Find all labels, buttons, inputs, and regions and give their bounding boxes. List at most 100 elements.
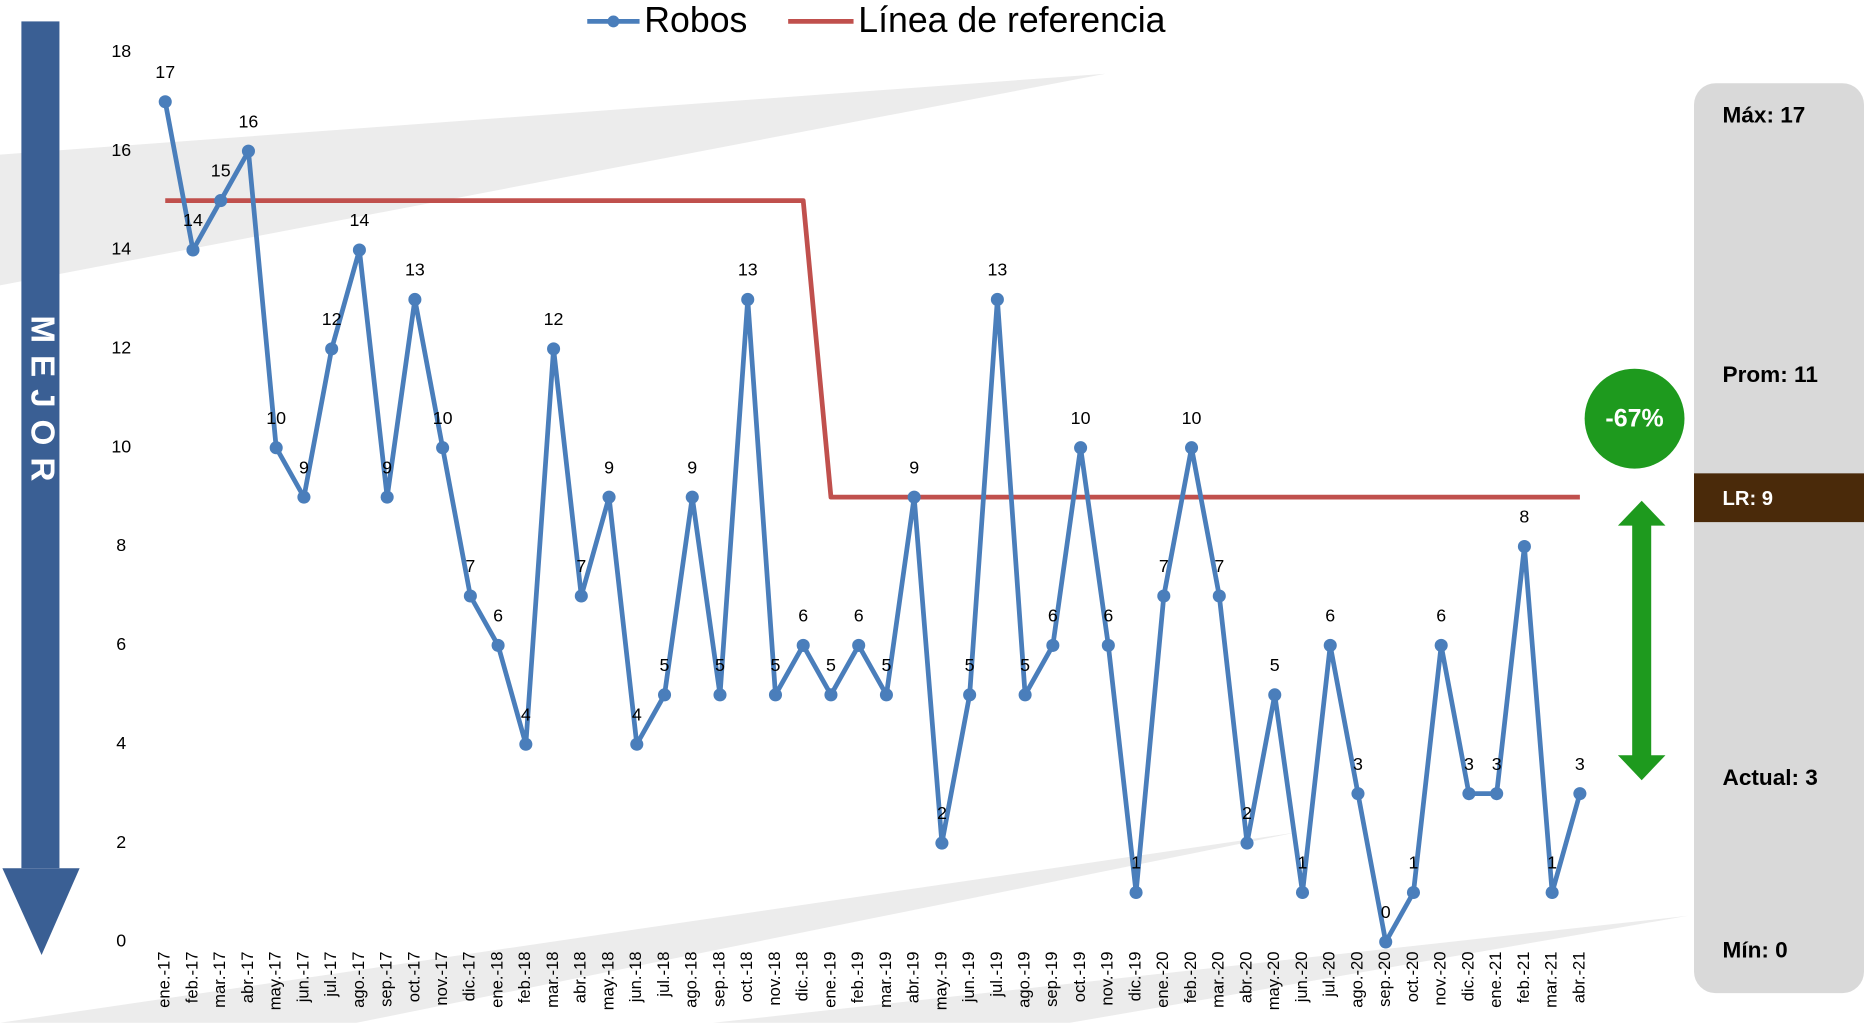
x-tick-label: jul.-20	[1320, 951, 1339, 997]
data-label: 3	[1464, 754, 1474, 774]
x-tick-label: abr.-21	[1569, 951, 1588, 1003]
data-point	[352, 243, 366, 257]
x-tick-label: ene.-20	[1153, 951, 1172, 1007]
y-tick-label: 8	[116, 535, 126, 555]
data-point	[491, 638, 505, 652]
x-tick-label: ago.-20	[1347, 951, 1366, 1007]
y-tick-label: 10	[111, 436, 131, 456]
data-point	[1129, 885, 1143, 900]
x-tick-label: may.-20	[1264, 951, 1283, 1010]
max-label: Máx: 17	[1723, 103, 1806, 128]
x-tick-label: oct.-17	[404, 951, 423, 1002]
x-tick-label: ago.-17	[349, 951, 368, 1007]
data-label: 5	[660, 655, 670, 675]
data-label: 5	[965, 655, 975, 675]
data-point	[907, 490, 921, 504]
x-tick-label: jul.-17	[321, 951, 340, 997]
data-label: 2	[1242, 803, 1252, 823]
x-tick-label: jun.-19	[959, 951, 978, 1003]
x-tick-label: nov.-20	[1431, 951, 1450, 1005]
data-label: 5	[771, 655, 781, 675]
data-point	[1018, 688, 1032, 702]
data-point	[1462, 787, 1476, 801]
data-point	[1434, 638, 1448, 652]
better-text: MEJOR	[24, 315, 61, 493]
data-point	[436, 441, 450, 455]
data-label: 17	[155, 62, 175, 82]
data-label: 5	[826, 655, 836, 675]
x-tick-label: abr.-17	[238, 951, 257, 1003]
data-label: 9	[604, 457, 614, 477]
data-label: 1	[1131, 853, 1141, 873]
x-tick-label: jun.-18	[626, 951, 645, 1003]
x-tick-label: dic.-17	[460, 951, 479, 1001]
range-arrow	[1617, 500, 1666, 781]
legend-label: Robos	[644, 0, 747, 40]
data-point	[1295, 885, 1310, 900]
data-label: 14	[349, 210, 369, 230]
data-label: 2	[937, 803, 947, 823]
data-point	[796, 638, 810, 652]
y-tick-label: 4	[116, 733, 126, 753]
data-label: 10	[433, 408, 453, 428]
data-label: 4	[632, 704, 642, 724]
data-label: 5	[715, 655, 725, 675]
data-label: 12	[544, 309, 564, 329]
x-tick-label: mar.-18	[543, 951, 562, 1007]
data-point	[1573, 787, 1587, 801]
y-tick-label: 16	[111, 140, 131, 160]
data-point	[1268, 688, 1282, 702]
data-point	[519, 737, 533, 751]
data-point	[1323, 638, 1337, 652]
avg-label: Prom: 11	[1723, 362, 1818, 387]
y-tick-label: 18	[111, 41, 131, 61]
legend-marker	[607, 15, 620, 28]
data-point	[1101, 638, 1115, 652]
data-point	[574, 589, 588, 603]
data-label: 5	[1020, 655, 1030, 675]
data-point	[325, 342, 339, 356]
reference-band	[1694, 473, 1864, 523]
data-point	[657, 688, 672, 702]
y-tick-label: 0	[116, 931, 126, 951]
data-label: 6	[854, 606, 864, 626]
series-line	[165, 198, 1580, 500]
data-label: 6	[493, 606, 503, 626]
x-tick-label: sep.-17	[377, 951, 396, 1006]
x-tick-label: abr.-19	[904, 951, 923, 1003]
x-tick-label: ene.-21	[1486, 951, 1505, 1007]
x-tick-label: abr.-18	[571, 951, 590, 1003]
data-point	[1240, 836, 1254, 850]
data-label: 16	[239, 111, 259, 131]
x-tick-label: nov.-17	[432, 951, 451, 1005]
data-point	[685, 490, 699, 504]
data-point	[768, 688, 783, 702]
y-tick-label: 2	[116, 832, 126, 852]
x-tick-label: may.-18	[598, 951, 617, 1010]
data-point	[602, 490, 616, 504]
x-tick-label: sep.-20	[1375, 951, 1394, 1006]
data-point	[1406, 885, 1420, 900]
data-label: 4	[521, 704, 531, 724]
data-label: 9	[382, 457, 392, 477]
data-label: 6	[1325, 606, 1335, 626]
x-tick-label: jun.-17	[293, 951, 312, 1003]
data-label: 13	[987, 260, 1007, 280]
data-point	[269, 441, 283, 455]
x-tick-label: dic.-20	[1458, 951, 1477, 1001]
x-tick-label: abr.-20	[1236, 951, 1255, 1003]
current-label: Actual: 3	[1723, 765, 1818, 790]
data-point	[1490, 787, 1504, 801]
x-tick-label: nov.-19	[1098, 951, 1117, 1005]
x-tick-label: may.-19	[931, 951, 950, 1010]
x-tick-label: mar.-19	[876, 951, 895, 1007]
data-label: 12	[322, 309, 342, 329]
data-label: 3	[1353, 754, 1363, 774]
x-tick-label: ene.-19	[820, 951, 839, 1007]
x-tick-label: dic.-19	[1125, 951, 1144, 1001]
data-point	[463, 589, 477, 603]
data-point	[852, 638, 866, 652]
data-label: 7	[465, 556, 475, 576]
data-point	[1545, 885, 1559, 900]
series-line	[162, 101, 1583, 945]
